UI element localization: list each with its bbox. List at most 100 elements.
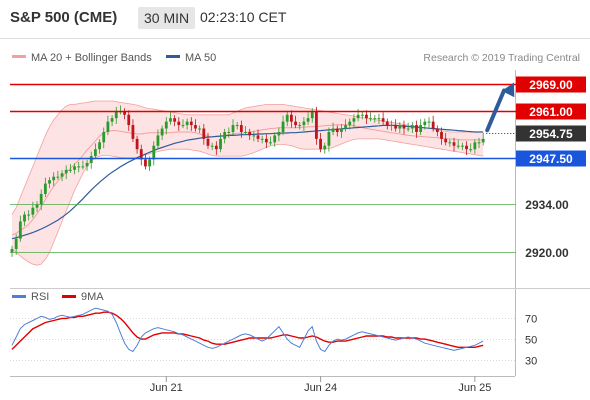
rsi-tick-label: 30 — [525, 356, 537, 368]
candle-body — [152, 145, 156, 160]
ma20-line — [11, 124, 484, 236]
candle — [60, 170, 64, 182]
candle — [269, 136, 272, 146]
candle — [331, 122, 335, 136]
candle — [398, 121, 402, 133]
candle — [435, 125, 439, 137]
candle — [264, 134, 268, 149]
candle-body — [419, 125, 423, 132]
candle-body — [469, 149, 473, 151]
candle — [98, 139, 101, 154]
legend-label: MA 50 — [185, 52, 216, 64]
candle — [460, 142, 464, 151]
candle-body — [227, 131, 231, 133]
candle-body — [43, 183, 47, 194]
candle — [456, 139, 460, 149]
candle — [315, 106, 318, 145]
candle — [173, 115, 177, 127]
support-label: 2947.50 — [529, 152, 573, 166]
candle-body — [356, 114, 360, 119]
candle — [127, 110, 131, 131]
candle-body — [452, 142, 456, 146]
candle-body — [444, 138, 448, 143]
candle — [14, 234, 18, 255]
candle-body — [360, 114, 364, 116]
candle — [252, 130, 256, 142]
candle-body — [281, 121, 285, 132]
bollinger-band-fill — [12, 101, 484, 266]
candle-body — [131, 125, 135, 139]
candle — [164, 117, 168, 135]
candle — [202, 124, 206, 145]
candle — [214, 141, 218, 156]
candle — [310, 108, 314, 123]
candle-body — [381, 118, 385, 122]
candle — [360, 111, 364, 120]
candle — [10, 245, 14, 257]
candle-body — [327, 131, 331, 146]
candle-body — [210, 145, 214, 147]
rsi-legend-swatch — [12, 295, 26, 298]
x-tick-label: Jun 24 — [304, 382, 337, 394]
candle — [431, 115, 435, 132]
candle-body — [77, 166, 81, 168]
candle-body — [319, 138, 322, 150]
candle-body — [164, 121, 168, 129]
copyright-text: Research © 2019 Trading Central — [423, 52, 580, 64]
timestamp: 02:23:10 CET — [200, 9, 287, 25]
resistance-label: 2961.00 — [529, 105, 573, 119]
candle-body — [52, 176, 56, 181]
candle — [348, 118, 352, 130]
x-axis: Jun 21 Jun 24 Jun 25 — [150, 376, 491, 394]
candle-body — [473, 142, 477, 150]
candle-body — [148, 159, 152, 167]
timeframe-badge[interactable]: 30 MIN — [138, 7, 196, 29]
candle — [323, 142, 327, 154]
candle-body — [410, 125, 414, 129]
candle-body — [406, 128, 410, 130]
candle — [27, 210, 31, 221]
candle-body — [189, 121, 193, 126]
price-levels: 2969.00 2961.00 2947.50 2934.00 2920.00 2954.… — [10, 76, 586, 260]
forecast-arrow — [485, 82, 515, 133]
candle — [289, 110, 293, 128]
candle — [298, 121, 302, 130]
candle — [465, 141, 468, 156]
candle — [169, 112, 172, 125]
candle-body — [369, 118, 373, 120]
symbol-title: S&P 500 (CME) — [10, 9, 118, 26]
candle-body — [239, 125, 243, 132]
candle-body — [481, 138, 485, 143]
candle-body — [23, 214, 26, 222]
rsi-tick-label: 70 — [525, 314, 537, 326]
candle — [123, 108, 126, 120]
rsi-line — [11, 307, 484, 353]
candle — [227, 127, 231, 138]
candle-body — [348, 121, 352, 126]
candle-body — [256, 135, 260, 139]
forecast-arrow-head — [501, 82, 515, 98]
candle-body — [214, 145, 218, 150]
rsi-ma-line — [11, 311, 484, 350]
candle-body — [465, 145, 468, 150]
candle — [440, 127, 443, 145]
candle — [94, 143, 97, 160]
candle — [281, 115, 285, 136]
candle-body — [235, 125, 239, 127]
candle-body — [456, 145, 460, 147]
candle-body — [85, 162, 89, 167]
candle — [406, 122, 410, 132]
candle — [219, 133, 222, 153]
candle — [194, 119, 197, 132]
candle-body — [64, 169, 68, 174]
candle — [131, 119, 135, 142]
candle — [189, 117, 193, 131]
candle — [223, 128, 227, 144]
rsi-panel: RSI 9MA 70 50 30 — [10, 291, 537, 368]
candle — [81, 160, 85, 170]
candle-body — [68, 169, 72, 171]
chart-header: S&P 500 (CME) 30 MIN 02:23:10 CET — [0, 0, 590, 38]
candle-body — [181, 125, 185, 127]
candle-body — [306, 118, 310, 122]
candle — [210, 142, 214, 151]
